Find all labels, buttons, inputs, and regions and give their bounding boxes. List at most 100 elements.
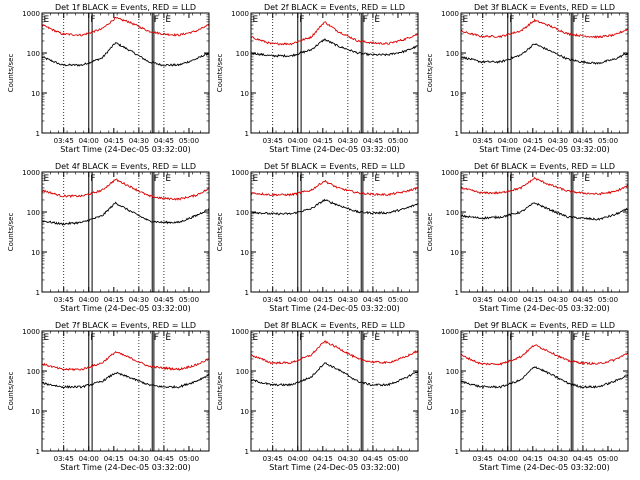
edge-marker-label: E xyxy=(44,15,50,25)
detector-panel-1: Det 1f BLACK = Events, RED = LLD Counts/s… xyxy=(7,3,210,154)
x-tick-label: 04:15 xyxy=(523,455,543,463)
x-tick-label: 04:00 xyxy=(288,296,308,304)
y-tick-label: 1 xyxy=(245,130,249,138)
x-tick-label: 04:45 xyxy=(154,137,174,145)
edge-marker-label: E xyxy=(463,333,469,343)
y-tick-label: 1000 xyxy=(231,328,249,336)
y-axis-label: Counts/sec xyxy=(216,54,224,93)
edge-marker-label: F xyxy=(299,174,304,184)
edge-marker-label: E xyxy=(374,333,380,343)
x-tick-label: 04:15 xyxy=(104,296,124,304)
x-tick-label: 04:15 xyxy=(313,137,333,145)
x-tick-label: 04:00 xyxy=(288,455,308,463)
panel-title: Det 1f BLACK = Events, RED = LLD xyxy=(55,3,196,12)
edge-marker-label: F xyxy=(573,15,578,25)
x-tick-label: 05:00 xyxy=(598,455,618,463)
panel-title: Det 2f BLACK = Events, RED = LLD xyxy=(264,3,405,12)
plot-frame xyxy=(250,171,419,293)
x-tick-label: 04:00 xyxy=(79,455,99,463)
x-tick-label: 03:45 xyxy=(263,455,283,463)
plot-frame xyxy=(460,330,629,452)
lld-series-line xyxy=(41,351,210,372)
lld-series-line xyxy=(250,21,419,46)
x-tick-label: 04:30 xyxy=(129,137,149,145)
x-tick-label: 05:00 xyxy=(598,137,618,145)
x-tick-label: 03:45 xyxy=(54,137,74,145)
edge-marker-label: E xyxy=(165,15,171,25)
x-tick-label: 05:00 xyxy=(598,296,618,304)
x-tick-label: 04:00 xyxy=(498,455,518,463)
edge-marker-label: E xyxy=(584,15,590,25)
detector-panel-5: Det 5f BLACK = Events, RED = LLD Counts/s… xyxy=(216,162,419,313)
y-tick-label: 1000 xyxy=(441,10,459,18)
y-axis-label: Counts/sec xyxy=(426,54,434,93)
y-tick-label: 10 xyxy=(450,249,459,257)
y-tick-label: 10 xyxy=(31,408,40,416)
y-tick-label: 1 xyxy=(36,289,40,297)
y-tick-label: 100 xyxy=(446,209,459,217)
x-tick-label: 03:45 xyxy=(263,137,283,145)
y-tick-label: 10 xyxy=(240,408,249,416)
edge-marker-label: F xyxy=(90,15,95,25)
y-axis-label: Counts/sec xyxy=(216,213,224,252)
events-series-line xyxy=(460,366,629,389)
edge-marker-label: E xyxy=(463,15,469,25)
y-tick-label: 10 xyxy=(450,90,459,98)
x-axis-label: Start Time (24-Dec-05 03:32:00) xyxy=(60,463,191,472)
plot-frame xyxy=(41,330,210,452)
y-tick-label: 100 xyxy=(446,368,459,376)
x-tick-label: 04:45 xyxy=(154,296,174,304)
y-tick-label: 100 xyxy=(27,50,40,58)
x-tick-label: 04:45 xyxy=(363,137,383,145)
y-axis-label: Counts/sec xyxy=(426,372,434,411)
x-tick-label: 04:45 xyxy=(363,455,383,463)
panel-title: Det 4f BLACK = Events, RED = LLD xyxy=(55,162,196,171)
events-series-line xyxy=(250,198,419,216)
plot-frame xyxy=(41,12,210,134)
x-tick-label: 03:45 xyxy=(54,296,74,304)
x-tick-label: 04:00 xyxy=(498,137,518,145)
edge-marker-label: E xyxy=(44,174,50,184)
y-tick-label: 1000 xyxy=(22,10,40,18)
edge-marker-label: F xyxy=(90,333,95,343)
panel-title: Det 8f BLACK = Events, RED = LLD xyxy=(264,321,405,330)
edge-marker-label: F xyxy=(154,174,159,184)
edge-marker-label: E xyxy=(374,174,380,184)
edge-marker-label: E xyxy=(253,15,259,25)
y-tick-label: 1 xyxy=(245,448,249,456)
x-tick-label: 04:15 xyxy=(523,296,543,304)
edge-marker-label: F xyxy=(154,15,159,25)
y-axis-label: Counts/sec xyxy=(7,372,15,411)
y-axis-label: Counts/sec xyxy=(7,213,15,252)
y-tick-label: 100 xyxy=(27,368,40,376)
edge-marker-label: E xyxy=(584,174,590,184)
x-tick-label: 04:45 xyxy=(363,296,383,304)
x-tick-label: 04:30 xyxy=(548,455,568,463)
plot-frame xyxy=(250,12,419,134)
y-tick-label: 100 xyxy=(236,368,249,376)
x-tick-label: 04:45 xyxy=(154,455,174,463)
lld-series-line xyxy=(250,340,419,365)
detector-panel-4: Det 4f BLACK = Events, RED = LLD Counts/s… xyxy=(7,162,210,313)
x-tick-label: 04:15 xyxy=(523,137,543,145)
lld-series-line xyxy=(460,176,629,196)
x-tick-label: 04:30 xyxy=(548,296,568,304)
x-axis-label: Start Time (24-Dec-05 03:32:00) xyxy=(269,463,400,472)
y-tick-label: 1000 xyxy=(22,328,40,336)
x-axis-label: Start Time (24-Dec-05 03:32:00) xyxy=(269,145,400,154)
y-tick-label: 10 xyxy=(240,90,249,98)
edge-marker-label: F xyxy=(509,15,514,25)
edge-marker-label: F xyxy=(299,333,304,343)
events-series-line xyxy=(250,362,419,387)
edge-marker-label: E xyxy=(253,174,259,184)
panel-title: Det 3f BLACK = Events, RED = LLD xyxy=(474,3,615,12)
x-tick-label: 04:15 xyxy=(313,296,333,304)
x-tick-label: 04:30 xyxy=(129,455,149,463)
x-tick-label: 04:00 xyxy=(79,137,99,145)
events-series-line xyxy=(250,38,419,58)
events-series-line xyxy=(41,201,210,226)
panel-title: Det 5f BLACK = Events, RED = LLD xyxy=(264,162,405,171)
y-tick-label: 1 xyxy=(455,289,459,297)
